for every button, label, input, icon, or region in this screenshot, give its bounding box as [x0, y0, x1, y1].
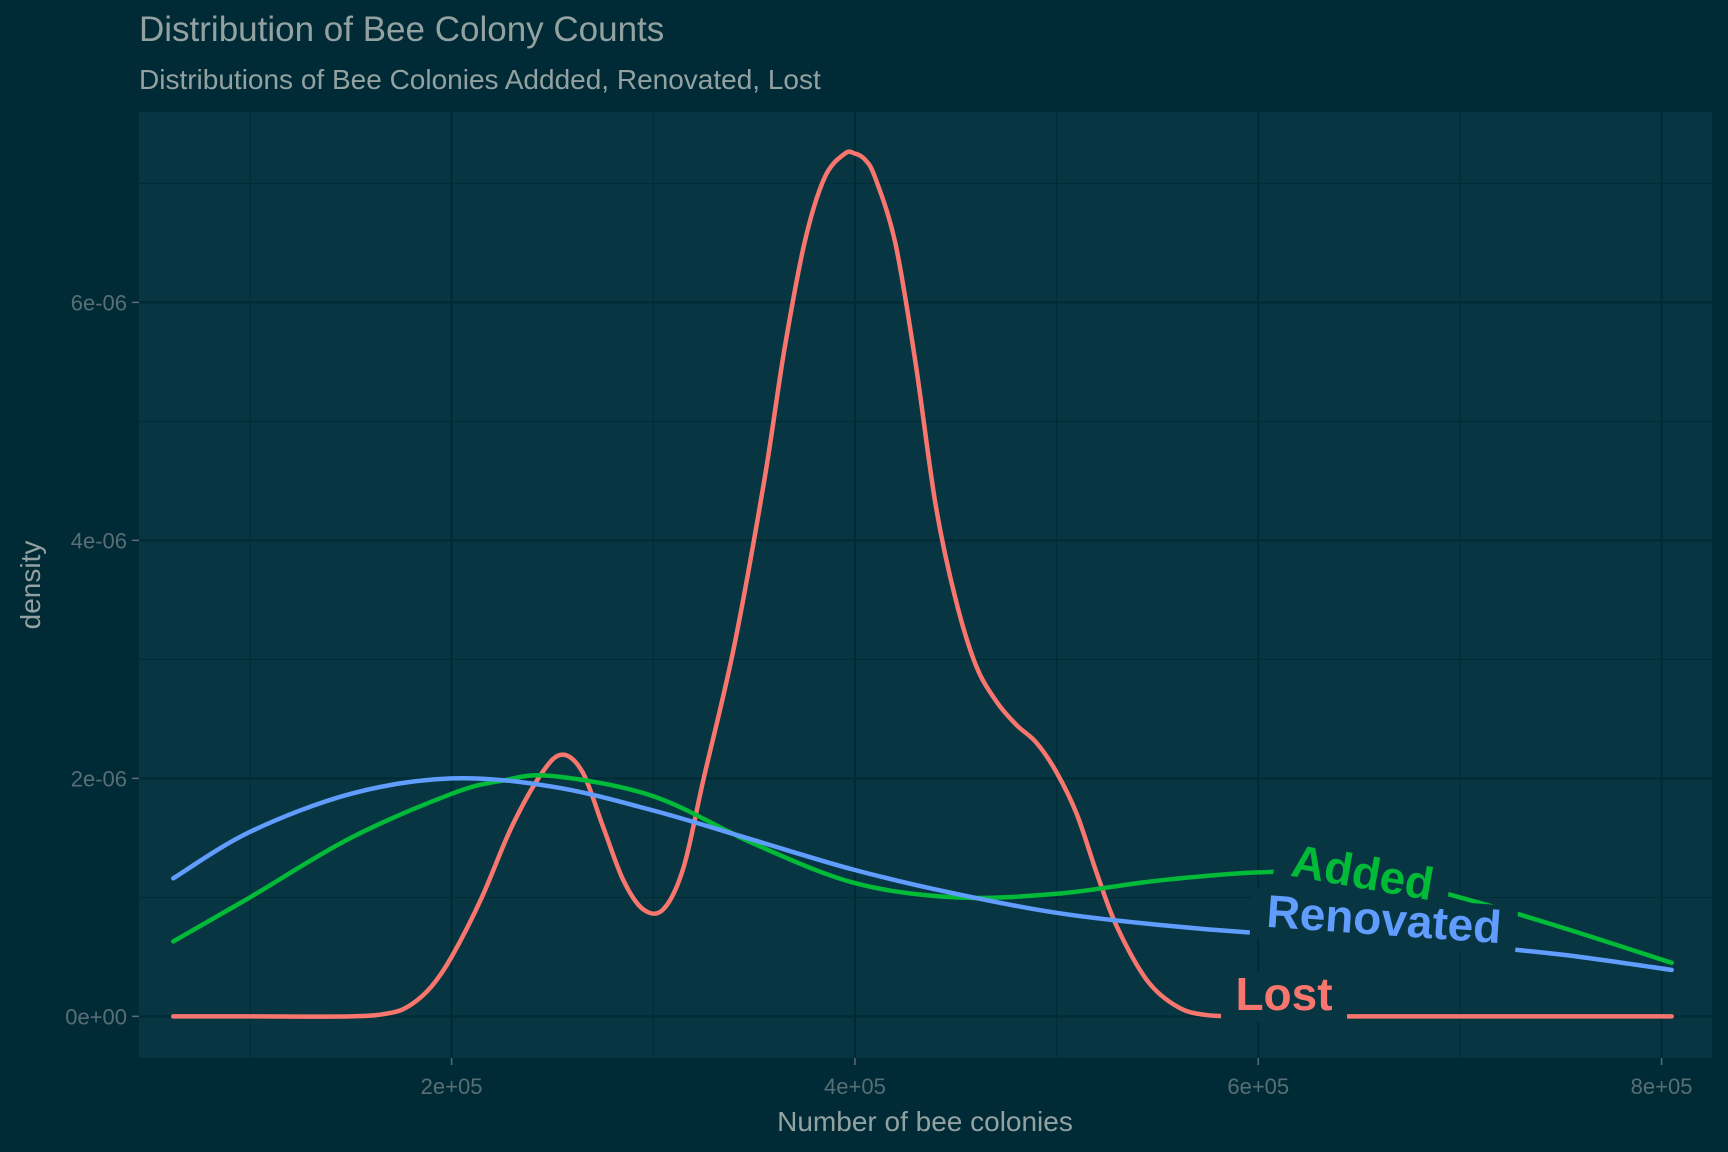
y-tick-label: 0e+00 — [65, 1004, 127, 1029]
chart-title: Distribution of Bee Colony Counts — [139, 10, 665, 49]
y-tick-label: 6e-06 — [71, 290, 127, 315]
chart-subtitle: Distributions of Bee Colonies Addded, Re… — [139, 64, 821, 95]
axis-ticks: 2e+05 4e+05 6e+05 8e+05 0e+00 2e-06 4e-06 6e-06 — [65, 290, 1692, 1099]
x-tick-label: 4e+05 — [824, 1074, 886, 1099]
x-tick-label: 8e+05 — [1631, 1074, 1693, 1099]
series-label-text: Lost — [1235, 968, 1332, 1020]
y-tick-label: 4e-06 — [71, 528, 127, 553]
x-tick-label: 2e+05 — [421, 1074, 483, 1099]
series-line-lost — [171, 149, 1674, 1019]
x-axis-title: Number of bee colonies — [777, 1106, 1073, 1137]
series-label-backdrop — [1271, 835, 1454, 916]
series-label-lost: Lost — [1221, 968, 1347, 1022]
y-tick-label: 2e-06 — [71, 766, 127, 791]
y-axis-title: density — [15, 541, 46, 630]
x-tick-label: 6e+05 — [1227, 1074, 1289, 1099]
plot-panel — [139, 112, 1712, 1058]
series-label-backdrop — [1249, 887, 1519, 957]
series-label-backdrop — [1221, 972, 1347, 1022]
